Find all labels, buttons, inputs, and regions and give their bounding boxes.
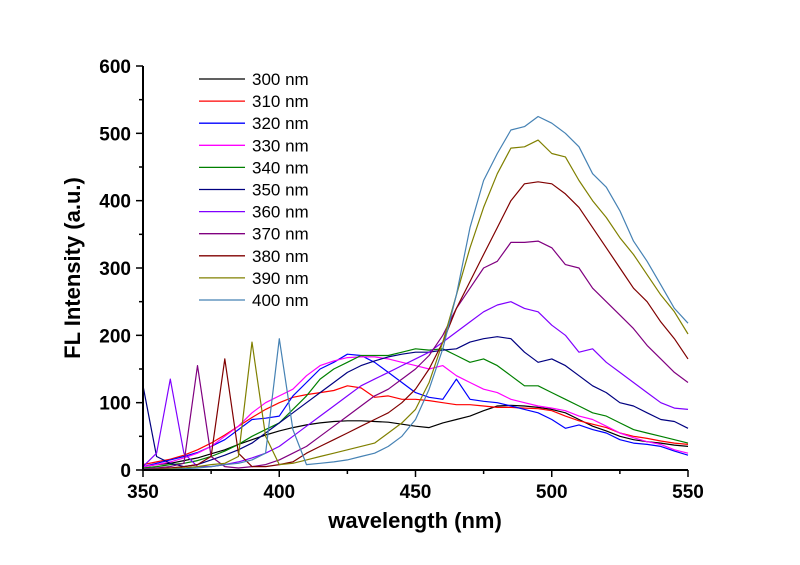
series-line-380-nm <box>142 181 689 470</box>
series-line-390-nm <box>143 139 689 470</box>
x-axis-title: wavelength (nm) <box>327 508 502 533</box>
x-tick-label: 450 <box>400 482 432 503</box>
legend-label: 380 nm <box>252 247 309 266</box>
legend-item: 380 nm <box>199 247 309 266</box>
axes <box>136 65 689 477</box>
legend-item: 340 nm <box>199 158 309 177</box>
series-line-320-nm <box>142 353 689 468</box>
y-tick-label: 200 <box>99 326 131 347</box>
legend-item: 350 nm <box>199 181 309 200</box>
legend-item: 320 nm <box>199 114 309 133</box>
legend-item: 330 nm <box>199 136 309 155</box>
legend-label: 360 nm <box>252 203 309 222</box>
legend-label: 400 nm <box>252 291 309 310</box>
y-tick-label: 300 <box>99 259 131 280</box>
legend-item: 390 nm <box>199 269 309 288</box>
series-line-370-nm <box>142 240 689 470</box>
y-tick-label: 400 <box>99 192 131 213</box>
y-axis-title: FL Intensity (a.u.) <box>60 177 85 359</box>
series-line-340-nm <box>142 348 689 469</box>
y-tick-label: 100 <box>99 394 131 415</box>
y-tick-label: 0 <box>120 461 131 482</box>
series-line-360-nm <box>142 301 689 468</box>
legend-item: 400 nm <box>199 291 309 310</box>
x-tick-label: 500 <box>536 482 568 503</box>
x-tick-label: 400 <box>263 482 295 503</box>
legend-label: 350 nm <box>252 181 309 200</box>
series-line-330-nm <box>142 356 689 468</box>
series-lines <box>142 115 689 470</box>
legend: 300 nm 310 nm 320 nm 330 nm 340 nm 350 nm 360 … <box>199 70 309 310</box>
legend-item: 360 nm <box>199 203 309 222</box>
y-tick-label: 500 <box>99 124 131 145</box>
series-line-310-nm <box>142 385 689 466</box>
legend-label: 330 nm <box>252 136 309 155</box>
legend-label: 320 nm <box>252 114 309 133</box>
series-line-400-nm <box>143 115 689 470</box>
series-line-350-nm <box>142 336 689 468</box>
legend-label: 340 nm <box>252 158 309 177</box>
x-tick-label: 550 <box>672 482 704 503</box>
legend-label: 370 nm <box>252 225 309 244</box>
x-tick-label: 350 <box>127 482 159 503</box>
legend-item: 370 nm <box>199 225 309 244</box>
legend-label: 390 nm <box>252 269 309 288</box>
legend-label: 300 nm <box>252 70 309 89</box>
legend-item: 310 nm <box>199 92 309 111</box>
y-tick-label: 600 <box>99 57 131 78</box>
tick-labels: 350 400 450 500 550 0 100 200 300 400 500 600 <box>99 57 704 503</box>
legend-item: 300 nm <box>199 70 309 89</box>
legend-label: 310 nm <box>252 92 309 111</box>
